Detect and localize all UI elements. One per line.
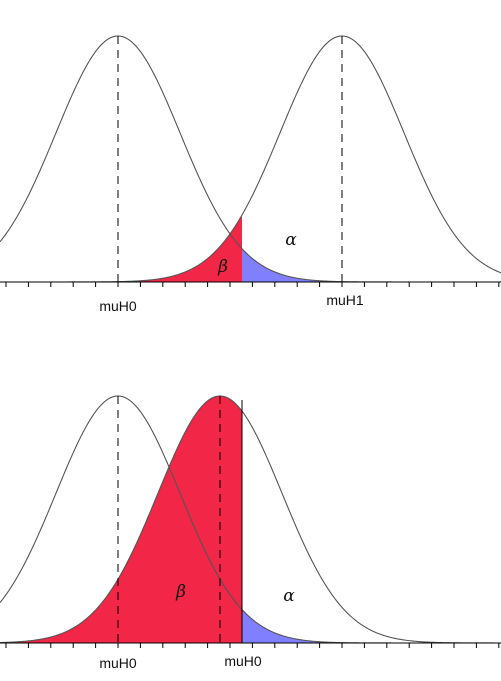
top-h1-curve <box>0 35 501 283</box>
bottom-h0-curve <box>0 395 501 644</box>
top-alpha-region <box>242 248 501 282</box>
bottom-second-mean-label: muH0 <box>224 653 262 669</box>
top-h0-curve <box>0 35 501 283</box>
bottom-axis-ticks <box>5 643 500 648</box>
top-alpha-label: α <box>285 230 297 250</box>
bottom-beta-region <box>0 396 242 643</box>
bottom-alpha-label: α <box>283 586 295 606</box>
top-panel: muH0 muH1 β α <box>0 35 501 314</box>
top-h1-mean-label: muH1 <box>326 292 364 308</box>
bottom-alpha-region <box>242 609 501 643</box>
bottom-h1-curve <box>0 395 501 644</box>
bottom-beta-label: β <box>175 582 186 602</box>
top-axis-ticks <box>5 282 500 287</box>
top-h0-mean-label: muH0 <box>99 298 137 314</box>
top-beta-region <box>0 215 242 282</box>
top-beta-label: β <box>217 257 228 277</box>
bottom-panel: muH0 muH0 β α <box>0 395 501 671</box>
bottom-h0-mean-label: muH0 <box>99 655 137 671</box>
